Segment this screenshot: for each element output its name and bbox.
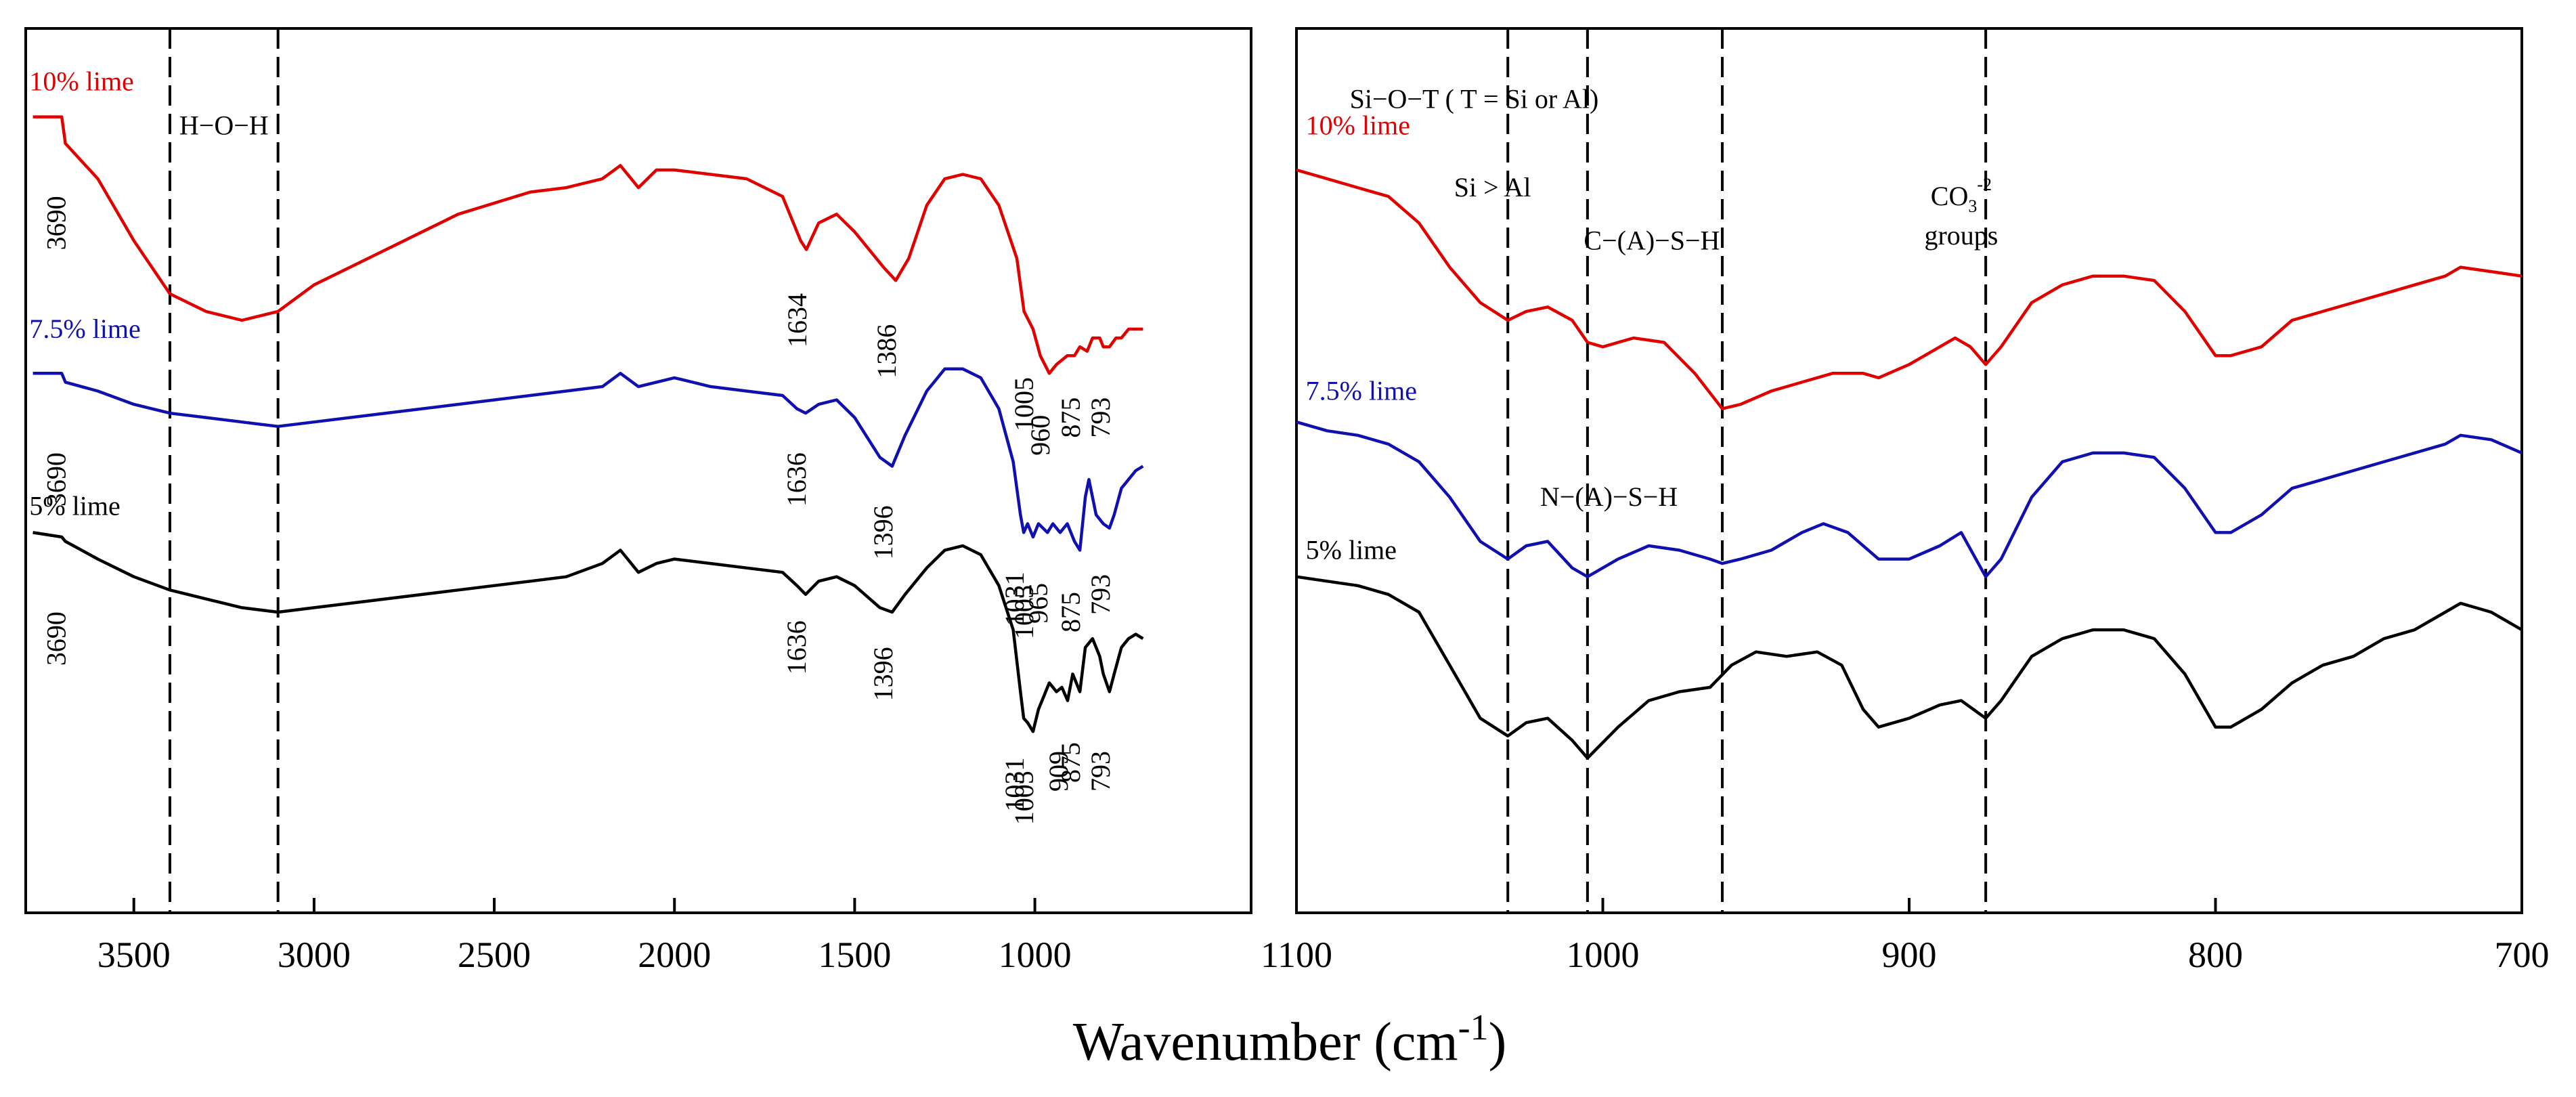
x-tick-label-2000: 2000 xyxy=(638,934,711,975)
peak-label-10-lime-3690: 3690 xyxy=(41,196,72,250)
peak-label-7-5-lime-1636: 1636 xyxy=(781,452,812,507)
annotation-groups: groups xyxy=(1924,220,1998,251)
x-tick-label-3500: 3500 xyxy=(97,934,171,975)
peak-label-10-lime-1005: 1005 xyxy=(1009,377,1039,431)
peak-label-5-lime-1031: 1031 xyxy=(999,758,1030,812)
legend-label-10-lime: 10% lime xyxy=(1306,110,1410,141)
legend-label-5-lime: 5% lime xyxy=(29,490,120,521)
peak-label-5-lime-1005: 1005 xyxy=(1009,771,1039,825)
x-tick-label-1500: 1500 xyxy=(818,934,891,975)
x-tick-label-1100: 1100 xyxy=(1261,934,1332,975)
panel-right-detail-spectrum: 10% lime 7.5% lime 5% lime Si−O−T ( T = Si … xyxy=(1261,27,2550,975)
peak-label-7-5-lime-1031: 1031 xyxy=(999,572,1030,626)
annotation-si-al: Si > Al xyxy=(1454,172,1531,202)
x-axis-title-close: ) xyxy=(1489,1012,1507,1072)
annotation-n-a-s-h: N−(A)−S−H xyxy=(1540,481,1678,512)
series-7-5-lime xyxy=(32,367,1144,552)
peak-label-5-lime-909: 909 xyxy=(1043,751,1074,792)
peak-label-10-lime-875: 875 xyxy=(1055,397,1086,438)
peak-label-10-lime-960: 960 xyxy=(1025,415,1055,456)
annotation-h-o-h: H−O−H xyxy=(179,110,269,141)
x-tick-label-1000: 1000 xyxy=(999,934,1072,975)
peak-label-5-lime-3690: 3690 xyxy=(41,611,72,666)
x-axis-title: Wavenumber (cm-1) xyxy=(1073,1007,1507,1072)
x-tick-label-800: 800 xyxy=(2188,934,2243,975)
peak-label-5-lime-793: 793 xyxy=(1085,751,1116,792)
peak-label-5-lime-1396: 1396 xyxy=(868,647,898,701)
peak-label-10-lime-793: 793 xyxy=(1085,397,1116,438)
peak-label-7-5-lime-793: 793 xyxy=(1085,574,1116,615)
series-5-lime xyxy=(1296,575,2523,760)
series-10-lime xyxy=(1296,168,2523,410)
x-tick-label-3000: 3000 xyxy=(278,934,351,975)
series-10-lime xyxy=(32,115,1143,375)
annotation-si-o-t-t-si-or-al: Si−O−T ( T = Si or Al) xyxy=(1350,84,1599,114)
peak-label-7-5-lime-1005: 1005 xyxy=(1009,585,1039,639)
legend-label-5-lime: 5% lime xyxy=(1306,535,1397,565)
peak-label-7-5-lime-965: 965 xyxy=(1023,583,1053,624)
x-axis-title-exponent: -1 xyxy=(1458,1007,1489,1048)
peak-label-10-lime-1386: 1386 xyxy=(871,324,902,379)
annotation-c-a-s-h: C−(A)−S−H xyxy=(1584,225,1720,256)
x-axis-title-main: Wavenumber (cm xyxy=(1073,1012,1458,1072)
panel-right-frame xyxy=(1295,27,2523,914)
peak-label-10-lime-1634: 1634 xyxy=(782,293,812,347)
legend-label-7-5-lime: 7.5% lime xyxy=(29,314,140,344)
x-tick-label-700: 700 xyxy=(2495,934,2550,975)
series-5-lime xyxy=(32,531,1144,733)
peak-label-5-lime-1636: 1636 xyxy=(781,620,812,674)
annotation-co3-2-groups: CO3-2 xyxy=(1931,175,1992,216)
peak-label-5-lime-875: 875 xyxy=(1055,742,1086,783)
panel-left-frame xyxy=(24,27,1252,914)
legend-label-7-5-lime: 7.5% lime xyxy=(1306,376,1417,406)
peak-label-7-5-lime-3690: 3690 xyxy=(41,452,72,507)
peak-label-7-5-lime-1396: 1396 xyxy=(868,505,898,559)
x-tick-label-900: 900 xyxy=(1882,934,1937,975)
series-7-5-lime xyxy=(1296,421,2523,578)
x-tick-label-1000: 1000 xyxy=(1567,934,1640,975)
legend-label-10-lime: 10% lime xyxy=(29,66,133,96)
x-tick-label-2500: 2500 xyxy=(458,934,531,975)
peak-label-7-5-lime-875: 875 xyxy=(1055,592,1086,632)
